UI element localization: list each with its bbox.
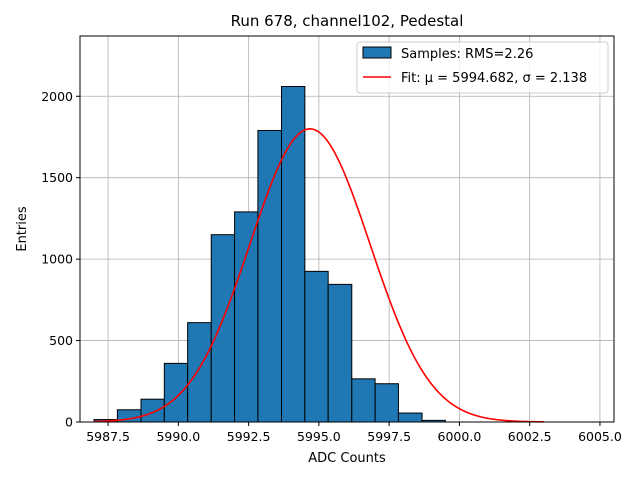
x-tick-label: 6005.0	[578, 429, 622, 444]
x-tick-label: 5995.0	[297, 429, 341, 444]
histogram-bar	[351, 378, 376, 423]
y-tick-label: 500	[49, 333, 73, 348]
fit-curve	[94, 128, 544, 423]
x-tick-label: 6002.5	[508, 429, 552, 444]
histogram-bar	[327, 283, 353, 423]
legend: Samples: RMS=2.26 Fit: μ = 5994.682, σ =…	[356, 41, 609, 94]
x-tick-label: 5990.0	[156, 429, 200, 444]
histogram-bar	[210, 234, 236, 423]
y-tick-label: 0	[65, 415, 73, 430]
histogram-bar	[187, 322, 212, 423]
plot-area	[79, 35, 615, 423]
y-tick-label: 1500	[41, 170, 73, 185]
chart-title: Run 678, channel102, Pedestal	[231, 12, 464, 30]
y-tick-label: 1000	[41, 252, 73, 267]
histogram-bar	[234, 211, 259, 423]
y-tick-label: 2000	[41, 89, 73, 104]
x-tick-label: 5997.5	[367, 429, 411, 444]
x-axis-label: ADC Counts	[308, 451, 386, 466]
legend-samples-swatch	[362, 46, 392, 59]
histogram-bar	[374, 383, 399, 423]
y-axis: 0 500 1000 1500 2000	[41, 89, 80, 430]
legend-box	[356, 41, 609, 94]
x-tick-label: 6000.0	[438, 429, 482, 444]
x-axis: 5987.5 5990.0 5992.5 5995.0 5997.5 6000.0 6002…	[86, 422, 622, 444]
legend-fit-label: Fit: μ = 5994.682, σ = 2.138	[401, 71, 587, 86]
histogram-bar	[281, 85, 306, 423]
plot-frame	[79, 35, 615, 423]
histogram-bar	[140, 398, 165, 423]
histogram-bars	[93, 85, 446, 423]
histogram-bar	[304, 270, 329, 423]
legend-samples-label: Samples: RMS=2.26	[401, 47, 533, 62]
histogram-bar	[397, 412, 423, 423]
x-tick-label: 5992.5	[227, 429, 271, 444]
histogram-bar	[257, 129, 283, 423]
y-axis-label: Entries	[15, 206, 30, 252]
histogram-bar	[163, 362, 189, 423]
x-tick-label: 5987.5	[86, 429, 130, 444]
